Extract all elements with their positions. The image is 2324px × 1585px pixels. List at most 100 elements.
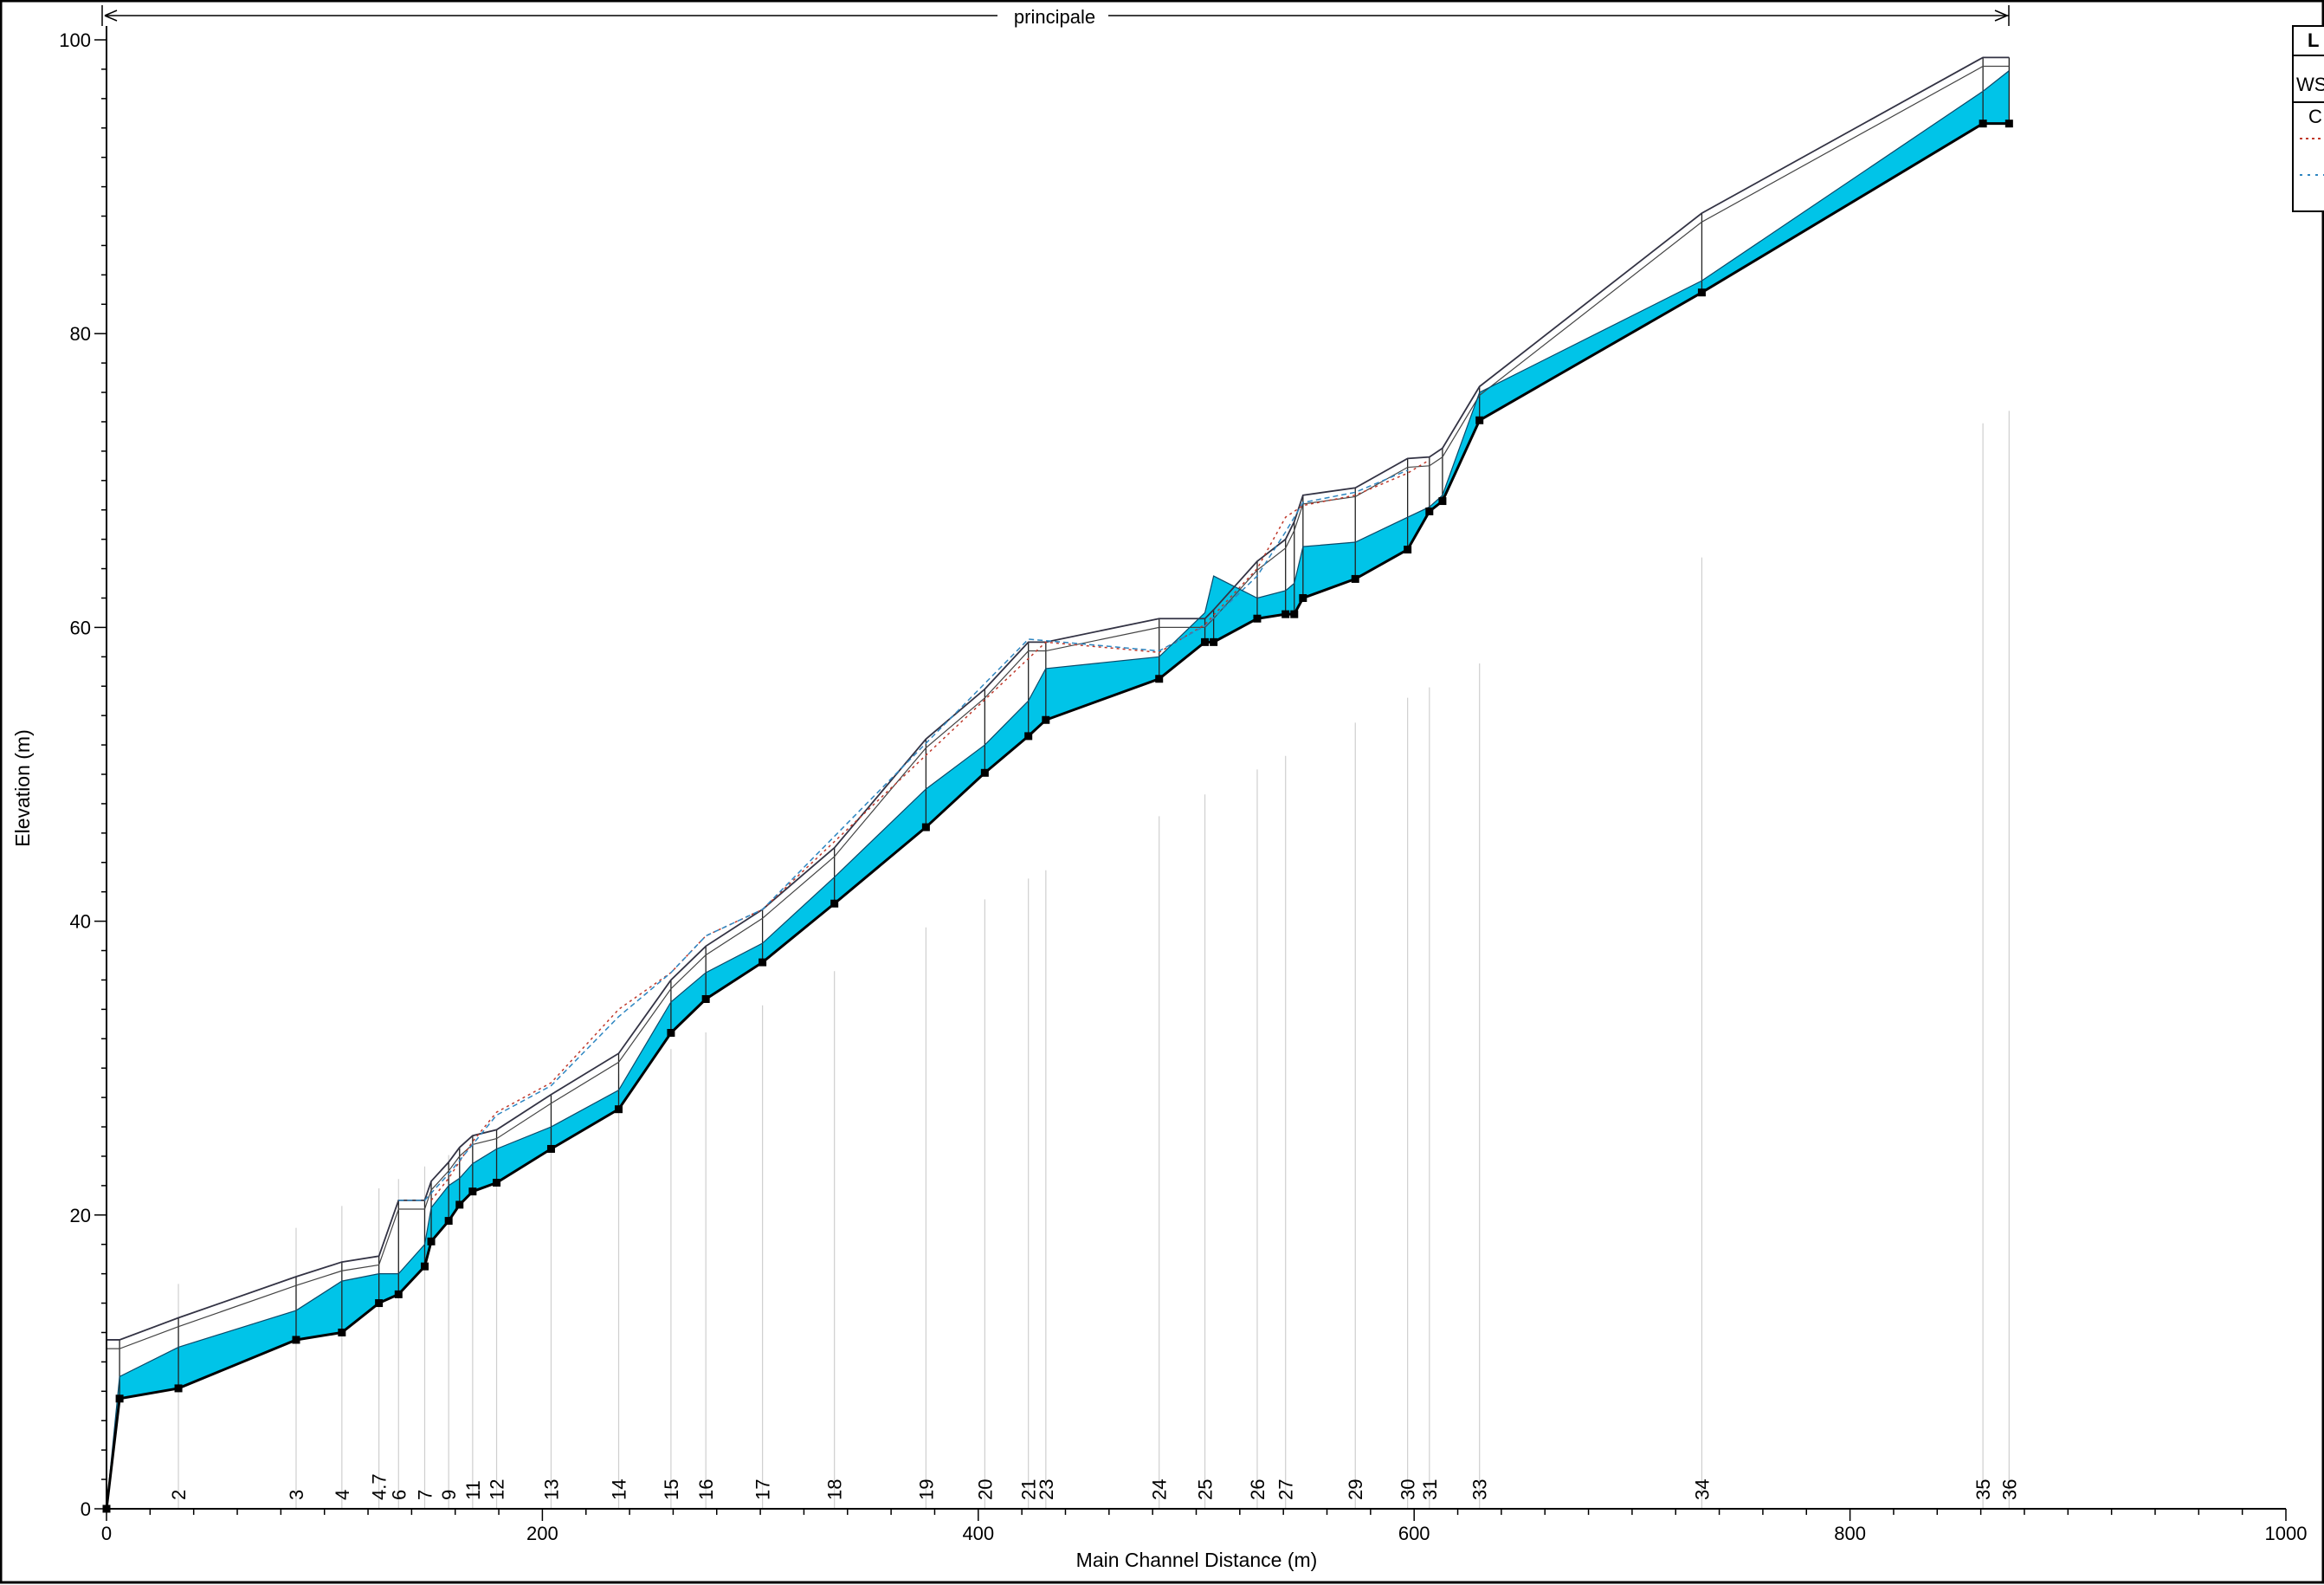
x-tick-label-200: 200 <box>526 1523 558 1544</box>
x-tick-label-1000: 1000 <box>2265 1523 2308 1544</box>
axes <box>106 26 2286 1510</box>
ground-point-6 <box>394 1290 403 1298</box>
station-label-1: 3 <box>286 1490 307 1500</box>
station-label-13: 17 <box>752 1479 774 1500</box>
ground-point-24 <box>1201 637 1210 646</box>
ground-point-5 <box>375 1299 384 1308</box>
ground-point-27 <box>1281 610 1290 618</box>
ground-point-1 <box>115 1394 124 1403</box>
ground-point-20 <box>980 768 989 777</box>
ground-point-21 <box>1024 732 1033 741</box>
station-label-4: 6 <box>388 1490 410 1500</box>
station-label-19: 24 <box>1149 1479 1171 1500</box>
station-label-24: 30 <box>1398 1479 1419 1500</box>
ground-point-13 <box>546 1144 555 1153</box>
station-label-25: 31 <box>1419 1479 1441 1500</box>
station-label-8: 12 <box>487 1479 508 1500</box>
ground-point-2 <box>174 1384 183 1393</box>
series-line-bank-inner <box>107 65 2010 1349</box>
series-line-ws <box>106 70 2010 1510</box>
ground-point-16 <box>701 994 710 1003</box>
ground-point-11 <box>468 1187 477 1196</box>
ground-point-33 <box>1438 497 1447 506</box>
y-tick-label-40: 40 <box>70 911 91 933</box>
water-surface-area <box>107 70 2010 1510</box>
reach-label: principale <box>1014 6 1095 28</box>
ground-point-29 <box>1299 593 1307 602</box>
y-axis-title: Elevation (m) <box>11 729 34 846</box>
y-tick-label-80: 80 <box>70 323 91 345</box>
ground-point-30 <box>1351 574 1359 583</box>
water-fill <box>107 70 2010 1510</box>
station-label-5: 7 <box>414 1490 436 1500</box>
y-tick-label-100: 100 <box>59 29 91 51</box>
ground-point-36 <box>1979 120 1987 128</box>
ground-point-14 <box>614 1105 623 1114</box>
ground-point-23 <box>1155 675 1164 683</box>
ground-point-10 <box>455 1200 464 1209</box>
ground-point-31 <box>1404 546 1412 554</box>
station-label-15: 19 <box>915 1479 937 1500</box>
station-label-0: 2 <box>168 1490 190 1500</box>
ground-point-32 <box>1425 507 1434 515</box>
ground-point-12 <box>493 1178 501 1187</box>
station-label-22: 27 <box>1275 1479 1297 1500</box>
station-label-21: 26 <box>1247 1479 1269 1500</box>
station-guide-lines <box>178 411 2010 1509</box>
station-label-28: 35 <box>1972 1479 1994 1500</box>
series-lines <box>105 56 2010 1510</box>
station-markers <box>102 120 2013 1513</box>
legend: L WS C <box>2292 25 2324 212</box>
ground-point-34 <box>1475 416 1484 424</box>
station-label-11: 15 <box>661 1479 682 1500</box>
ground-point-37 <box>2004 120 2013 128</box>
station-label-26: 33 <box>1469 1479 1491 1500</box>
station-label-6: 9 <box>438 1490 460 1500</box>
ground-point-28 <box>1290 610 1299 618</box>
ground-point-26 <box>1253 614 1262 623</box>
station-label-16: 20 <box>974 1479 996 1500</box>
ground-point-18 <box>830 899 839 908</box>
station-label-29: 36 <box>1998 1479 2020 1500</box>
ground-point-35 <box>1697 288 1706 297</box>
ground-point-8 <box>427 1237 436 1245</box>
ground-point-4 <box>338 1328 346 1336</box>
station-label-18: 23 <box>1036 1479 1057 1500</box>
x-tick-label-400: 400 <box>962 1523 994 1544</box>
station-label-17: 21 <box>1018 1479 1040 1500</box>
y-tick-label-0: 0 <box>81 1498 91 1520</box>
x-axis-ticks: 0 200 400 600 800 1000 <box>101 1509 2308 1544</box>
reach-arrow-left <box>104 10 118 22</box>
x-tick-label-800: 800 <box>1834 1523 1866 1544</box>
x-axis-title: Main Channel Distance (m) <box>1076 1549 1318 1571</box>
ground-point-9 <box>444 1217 453 1226</box>
series-line-crit <box>430 459 1430 1201</box>
ground-point-25 <box>1210 637 1218 646</box>
station-label-27: 34 <box>1691 1479 1713 1500</box>
station-label-3: 4.7 <box>369 1473 391 1500</box>
legend-frame <box>2292 25 2324 212</box>
station-label-12: 16 <box>695 1479 717 1500</box>
legend-entry-c: C <box>2308 106 2322 127</box>
y-tick-label-20: 20 <box>70 1205 91 1226</box>
station-label-2: 4 <box>332 1490 353 1500</box>
legend-header: L <box>2308 29 2319 51</box>
station-label-9: 13 <box>540 1479 562 1500</box>
ground-point-15 <box>667 1028 675 1037</box>
reach-arrow-right <box>1994 10 2008 22</box>
ground-point-22 <box>1042 715 1050 724</box>
ground-point-19 <box>921 823 930 831</box>
station-label-10: 14 <box>608 1479 629 1500</box>
legend-entry-ws: WS <box>2296 74 2324 95</box>
station-label-7: 11 <box>462 1480 484 1500</box>
station-label-14: 18 <box>824 1479 846 1500</box>
ground-point-7 <box>420 1262 429 1271</box>
ground-point-17 <box>759 958 767 967</box>
x-tick-label-0: 0 <box>101 1523 112 1544</box>
station-label-20: 25 <box>1195 1479 1217 1500</box>
series-line-eg <box>398 469 1408 1201</box>
ground-point-3 <box>292 1336 300 1344</box>
